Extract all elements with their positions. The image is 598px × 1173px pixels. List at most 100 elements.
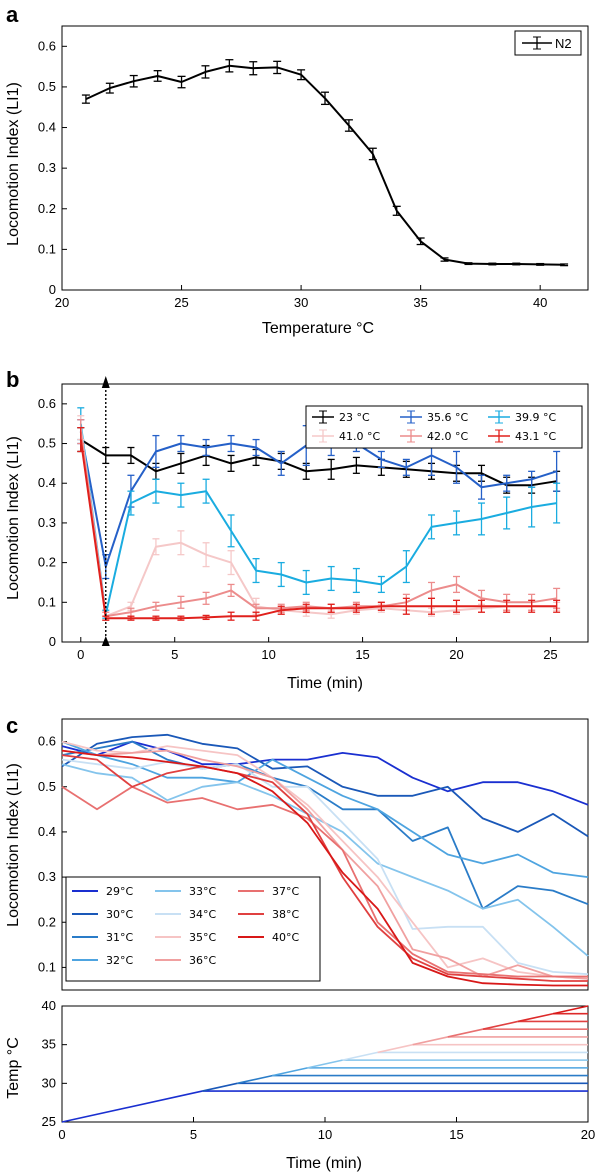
panel-c-plot-frame [61,718,589,991]
temp-ramp-segment [342,1051,378,1061]
panel-c-ylabel: Locomotion Index (LI1) [5,763,22,927]
panel-b-ylabel: Locomotion Index (LI1) [5,436,22,600]
legend-label: 23 °C [339,411,370,424]
panel-b-y-tick-label: 0.1 [38,594,56,609]
panel-b-y-tick-label: 0.2 [38,555,56,570]
panel-a-y-tick-label: 0 [49,282,56,297]
panel-a-xlabel: Temperature °C [262,320,374,337]
panel-b-x-tick-label: 10 [261,647,275,662]
panel-a-series [81,59,569,267]
panel-b-y-tick-label: 0 [49,634,56,649]
panel-c-series [61,733,589,987]
panel-c-temp-y-tick-label: 30 [42,1075,56,1090]
temp-ramp-segment [552,1005,589,1015]
panel-b-legend: 23 °C 35.6 °C 39.9 °C 41.0 °C 42.0 °C 43.1 °C [305,405,583,449]
panel-c-temp-axes: 0 5 10 15 20 25 30 35 40 [42,998,596,1142]
legend-label: 35°C [189,931,216,944]
panel-b-x-tick-label: 20 [449,647,463,662]
temp-ramp-segment [517,1012,554,1023]
temp-ramp-segment [61,1090,203,1123]
legend-label: 31°C [106,931,133,944]
temp-ramp-segment [482,1020,519,1030]
legend-label: 32°C [106,954,133,967]
panel-c-temp-y-tick-label: 35 [42,1037,56,1052]
panel-c-line-35°C [61,740,589,980]
panel-label-a: a [6,2,19,27]
panel-a-axes: 20 25 30 35 40 0 0.1 0.2 0.3 0.4 0.5 0.6 [38,38,547,310]
legend-label: 29°C [106,885,133,898]
panel-a-y-tick-label: 0.4 [38,120,56,135]
panel-c-temp-y-tick-label: 25 [42,1114,56,1129]
legend-label: 36°C [189,954,216,967]
panel-b-x-tick-label: 0 [77,647,84,662]
panel-b-y-tick-label: 0.4 [38,475,56,490]
panel-c-line-31°C [61,740,589,910]
panel-b-plot-frame [61,383,589,643]
panel-a-legend-label: N2 [555,36,572,51]
panel-c-line-29°C [61,740,589,806]
panel-a-y-tick-label: 0.6 [38,38,56,53]
legend-label: 33°C [189,885,216,898]
temp-ramp-segment [307,1059,343,1069]
panel-c-line-32°C [61,740,589,878]
panel-c-line-36°C [61,749,589,980]
panel-c-temp-x-tick-label: 5 [190,1127,197,1142]
legend-label: 40°C [272,931,299,944]
panel-b-line-43.1 °C [79,439,557,620]
temp-ramp-segment [377,1043,413,1054]
panel-c-y-tick-label: 0.1 [38,959,56,974]
panel-a-y-tick-label: 0.2 [38,201,56,216]
panel-b-axes: 0 5 10 15 20 25 0 0.1 0.2 0.3 0.4 0.5 0.6 [38,396,558,662]
legend-label: 39.9 °C [515,411,556,424]
legend-label: 38°C [272,908,299,921]
legend-label: 43.1 °C [515,430,556,443]
panel-a-y-tick-label: 0.5 [38,79,56,94]
temp-ramp-segment [272,1067,308,1077]
temp-ramp-segment [237,1074,273,1085]
panel-c-axes: 0.1 0.2 0.3 0.4 0.5 0.6 [38,734,67,974]
panel-c-y-tick-label: 0.5 [38,779,56,794]
panel-b-legend-box [305,405,583,449]
panel-c-temp-x-tick-label: 20 [581,1127,595,1142]
panel-a-legend: N2 [514,30,582,56]
panel-b-line-39.9 °C [79,423,557,616]
temp-ramp-segment [447,1028,483,1038]
panel-c-line-37°C [61,785,588,978]
panel-b-line-41.0 °C [79,427,557,618]
panel-c-temp-x-tick-label: 10 [318,1127,332,1142]
panel-c-legend: 29°C 30°C 31°C 32°C 33°C 34°C 35°C 36°C 37°C 38°C… [65,876,321,982]
panel-a-x-tick-label: 20 [55,295,69,310]
legend-label: 41.0 °C [339,430,380,443]
panel-c-temp-ylabel: Temp °C [5,1037,22,1099]
temp-ramp-segment [202,1082,238,1092]
panel-c-legend-box [65,876,321,982]
panel-c-temp-xlabel: Time (min) [286,1155,362,1172]
arrow-up-icon [101,376,110,388]
panel-label-b: b [6,367,19,392]
legend-label: 37°C [272,885,299,898]
panel-b-y-tick-label: 0.5 [38,436,56,451]
panel-b-y-tick-label: 0.6 [38,396,56,411]
panel-b-xlabel: Time (min) [287,675,363,692]
panel-c-y-tick-label: 0.6 [38,734,56,749]
panel-c-temp-x-tick-label: 0 [58,1127,65,1142]
panel-b-y-tick-label: 0.3 [38,515,56,530]
panel-c-y-tick-label: 0.3 [38,869,56,884]
legend-label: 42.0 °C [427,430,468,443]
arrow-up-icon [101,636,110,646]
panel-c-line-30°C [61,733,589,838]
panel-a-x-tick-label: 35 [413,295,427,310]
legend-label: 30°C [106,908,133,921]
panel-c-line-40°C [61,749,588,987]
panel-a-y-tick-label: 0.3 [38,160,56,175]
panel-c-y-tick-label: 0.4 [38,824,56,839]
panel-c-line-38°C [61,754,588,982]
panel-b-line-35.6 °C [79,431,557,568]
legend-label: 34°C [189,908,216,921]
panel-c-temp-series [61,1005,589,1123]
panel-c-temp-x-tick-label: 15 [449,1127,463,1142]
panel-a-plot-frame [61,25,589,291]
panel-a-y-tick-label: 0.1 [38,241,56,256]
